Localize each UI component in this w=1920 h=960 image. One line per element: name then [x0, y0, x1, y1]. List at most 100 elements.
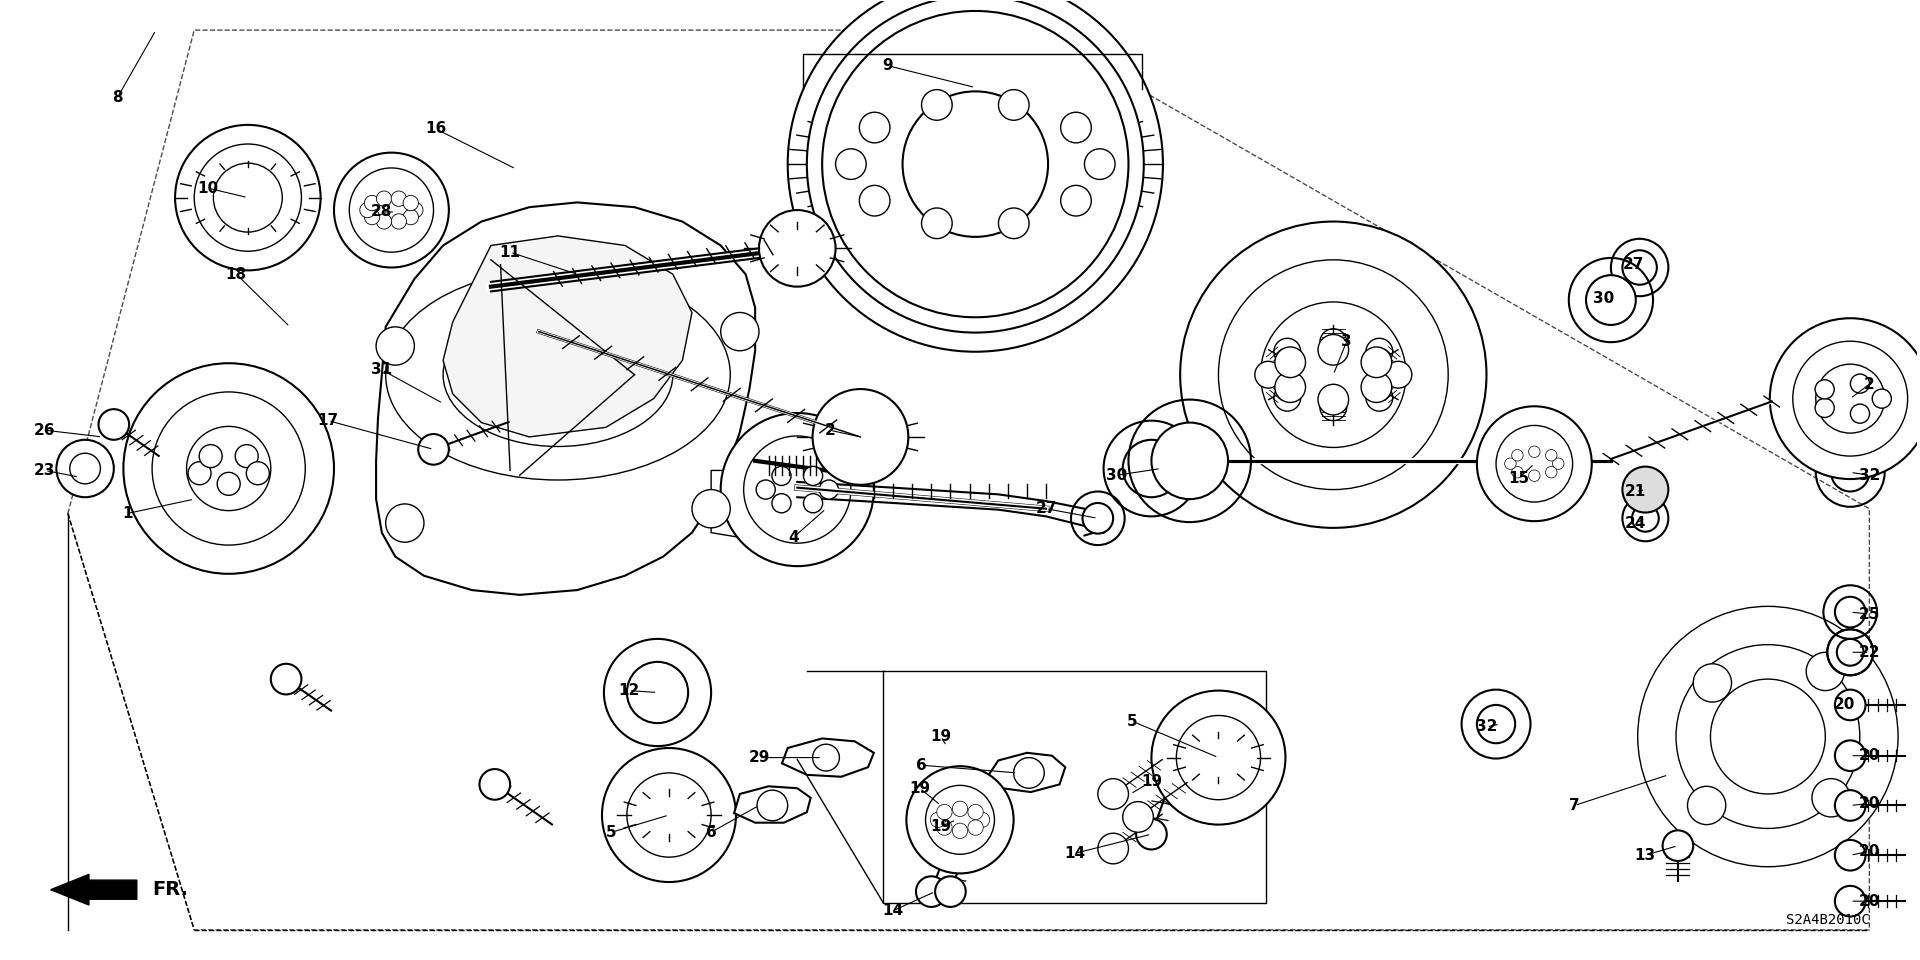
- Text: 29: 29: [749, 750, 770, 765]
- Text: 22: 22: [1859, 645, 1880, 660]
- Text: 30: 30: [1106, 468, 1127, 483]
- Circle shape: [236, 444, 257, 468]
- Circle shape: [772, 467, 791, 486]
- Circle shape: [175, 125, 321, 271]
- Circle shape: [1622, 251, 1657, 285]
- Text: 21: 21: [1624, 484, 1647, 499]
- Circle shape: [835, 149, 866, 180]
- Circle shape: [1828, 630, 1874, 675]
- Circle shape: [1872, 389, 1891, 408]
- Circle shape: [1546, 449, 1557, 461]
- Text: 6: 6: [707, 825, 716, 840]
- Circle shape: [1632, 505, 1659, 532]
- Circle shape: [1384, 361, 1411, 388]
- Circle shape: [1711, 679, 1826, 794]
- Circle shape: [1152, 690, 1286, 825]
- Circle shape: [922, 208, 952, 239]
- Circle shape: [1528, 470, 1540, 481]
- Circle shape: [1083, 503, 1114, 534]
- Circle shape: [628, 661, 687, 723]
- Circle shape: [1814, 398, 1834, 418]
- Circle shape: [407, 203, 422, 218]
- Circle shape: [376, 326, 415, 365]
- Circle shape: [1836, 790, 1866, 821]
- Circle shape: [787, 0, 1164, 351]
- Circle shape: [1098, 779, 1129, 809]
- Circle shape: [359, 203, 374, 218]
- Circle shape: [806, 0, 1144, 332]
- Circle shape: [1851, 404, 1870, 423]
- Circle shape: [1511, 449, 1523, 461]
- Circle shape: [1137, 819, 1167, 850]
- Text: 7: 7: [1569, 798, 1580, 813]
- Circle shape: [1317, 334, 1348, 365]
- Circle shape: [1553, 458, 1565, 469]
- Text: 23: 23: [35, 463, 56, 478]
- Circle shape: [186, 426, 271, 511]
- Text: 19: 19: [1140, 774, 1162, 789]
- Circle shape: [1816, 364, 1885, 433]
- Polygon shape: [710, 470, 787, 538]
- Circle shape: [758, 210, 835, 287]
- Circle shape: [56, 440, 113, 497]
- Text: 20: 20: [1834, 698, 1855, 712]
- Circle shape: [217, 472, 240, 495]
- Circle shape: [386, 504, 424, 542]
- Circle shape: [937, 804, 952, 820]
- Circle shape: [803, 493, 822, 513]
- Circle shape: [376, 191, 392, 206]
- Circle shape: [756, 790, 787, 821]
- Circle shape: [349, 168, 434, 252]
- Text: 18: 18: [227, 267, 248, 281]
- Circle shape: [822, 11, 1129, 317]
- Text: S2A4B2010C: S2A4B2010C: [1786, 913, 1870, 927]
- Text: 6: 6: [916, 757, 927, 773]
- Circle shape: [1622, 467, 1668, 513]
- Text: 17: 17: [317, 413, 338, 428]
- Circle shape: [1814, 380, 1834, 399]
- Circle shape: [1663, 830, 1693, 861]
- Circle shape: [365, 196, 380, 210]
- Circle shape: [1365, 338, 1392, 365]
- Text: 3: 3: [1342, 334, 1352, 348]
- Circle shape: [1060, 112, 1091, 143]
- Text: 14: 14: [1064, 846, 1085, 861]
- Text: 5: 5: [1127, 713, 1139, 729]
- Text: 10: 10: [198, 180, 219, 196]
- Text: 27: 27: [1035, 501, 1056, 516]
- Circle shape: [1365, 384, 1392, 411]
- Circle shape: [1123, 440, 1181, 497]
- Circle shape: [756, 480, 776, 499]
- Circle shape: [952, 802, 968, 816]
- Text: 14: 14: [883, 903, 904, 919]
- Text: 31: 31: [371, 363, 392, 377]
- Circle shape: [1836, 740, 1866, 771]
- Circle shape: [1261, 302, 1405, 447]
- Polygon shape: [989, 753, 1066, 792]
- Circle shape: [812, 389, 908, 485]
- Text: 26: 26: [35, 422, 56, 438]
- Circle shape: [1837, 639, 1864, 665]
- Circle shape: [1319, 328, 1346, 355]
- Circle shape: [1275, 372, 1306, 402]
- Text: 25: 25: [1859, 607, 1880, 621]
- Polygon shape: [1213, 246, 1423, 461]
- Circle shape: [935, 876, 966, 907]
- Circle shape: [720, 413, 874, 566]
- Circle shape: [720, 313, 758, 350]
- Circle shape: [925, 785, 995, 854]
- Circle shape: [200, 444, 223, 468]
- Circle shape: [803, 467, 822, 486]
- Circle shape: [1836, 886, 1866, 917]
- Circle shape: [1181, 222, 1486, 528]
- Circle shape: [931, 812, 947, 828]
- Text: 8: 8: [113, 89, 123, 105]
- Circle shape: [1505, 458, 1517, 469]
- Circle shape: [998, 89, 1029, 120]
- Text: 4: 4: [787, 530, 799, 545]
- Text: 11: 11: [499, 245, 520, 260]
- Circle shape: [1060, 185, 1091, 216]
- Polygon shape: [733, 786, 810, 823]
- Circle shape: [860, 185, 891, 216]
- Circle shape: [1361, 372, 1392, 402]
